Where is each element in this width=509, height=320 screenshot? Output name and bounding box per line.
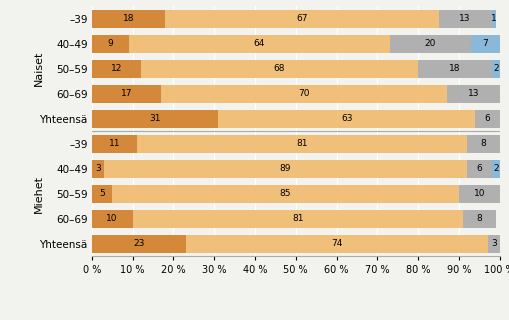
- Bar: [474, 110, 499, 128]
- Bar: [92, 185, 112, 203]
- Bar: [132, 210, 462, 228]
- Text: 64: 64: [253, 39, 264, 48]
- Bar: [466, 160, 491, 178]
- Text: 10: 10: [473, 189, 484, 198]
- Text: 1: 1: [490, 14, 496, 23]
- Bar: [462, 210, 495, 228]
- Text: 68: 68: [273, 64, 285, 73]
- Text: 13: 13: [459, 14, 470, 23]
- Bar: [438, 10, 491, 28]
- Text: 13: 13: [467, 89, 478, 98]
- Bar: [466, 135, 499, 153]
- Text: 74: 74: [330, 239, 342, 248]
- Bar: [470, 35, 499, 53]
- Bar: [491, 10, 495, 28]
- Text: 85: 85: [279, 189, 291, 198]
- Bar: [491, 60, 499, 78]
- Bar: [218, 110, 474, 128]
- Bar: [458, 185, 499, 203]
- Bar: [104, 160, 466, 178]
- Text: 70: 70: [298, 89, 309, 98]
- Text: 9: 9: [107, 39, 113, 48]
- Text: 8: 8: [479, 139, 486, 148]
- Text: 12: 12: [110, 64, 122, 73]
- Bar: [136, 135, 466, 153]
- Bar: [92, 210, 132, 228]
- Text: 17: 17: [121, 89, 132, 98]
- Bar: [446, 85, 499, 103]
- Text: 6: 6: [475, 164, 482, 173]
- Text: Miehet: Miehet: [34, 175, 44, 212]
- Text: 7: 7: [482, 39, 488, 48]
- Bar: [128, 35, 389, 53]
- Bar: [92, 10, 165, 28]
- Bar: [140, 60, 417, 78]
- Text: 3: 3: [95, 164, 101, 173]
- Text: 2: 2: [492, 64, 498, 73]
- Bar: [92, 235, 185, 252]
- Text: 8: 8: [475, 214, 482, 223]
- Text: 89: 89: [279, 164, 291, 173]
- Bar: [92, 85, 161, 103]
- Bar: [417, 60, 491, 78]
- Bar: [161, 85, 446, 103]
- Text: 3: 3: [490, 239, 496, 248]
- Text: 67: 67: [296, 14, 307, 23]
- Bar: [112, 185, 458, 203]
- Text: 18: 18: [123, 14, 134, 23]
- Text: 2: 2: [492, 164, 498, 173]
- Bar: [92, 135, 136, 153]
- Text: 20: 20: [424, 39, 435, 48]
- Text: 10: 10: [106, 214, 118, 223]
- Bar: [389, 35, 470, 53]
- Bar: [92, 160, 104, 178]
- Bar: [92, 35, 128, 53]
- Text: 5: 5: [99, 189, 105, 198]
- Bar: [487, 235, 499, 252]
- Bar: [92, 60, 140, 78]
- Text: 18: 18: [448, 64, 460, 73]
- Bar: [92, 110, 218, 128]
- Text: 81: 81: [296, 139, 307, 148]
- Bar: [165, 10, 438, 28]
- Text: 6: 6: [484, 114, 490, 123]
- Bar: [491, 160, 499, 178]
- Text: 31: 31: [149, 114, 160, 123]
- Text: Naiset: Naiset: [34, 51, 44, 86]
- Bar: [185, 235, 487, 252]
- Text: 63: 63: [341, 114, 352, 123]
- Text: 23: 23: [133, 239, 144, 248]
- Text: 11: 11: [108, 139, 120, 148]
- Legend: Naimaton, Avioliitossa, Eronnut, Leski: Naimaton, Avioliitossa, Eronnut, Leski: [163, 316, 428, 320]
- Text: 81: 81: [292, 214, 303, 223]
